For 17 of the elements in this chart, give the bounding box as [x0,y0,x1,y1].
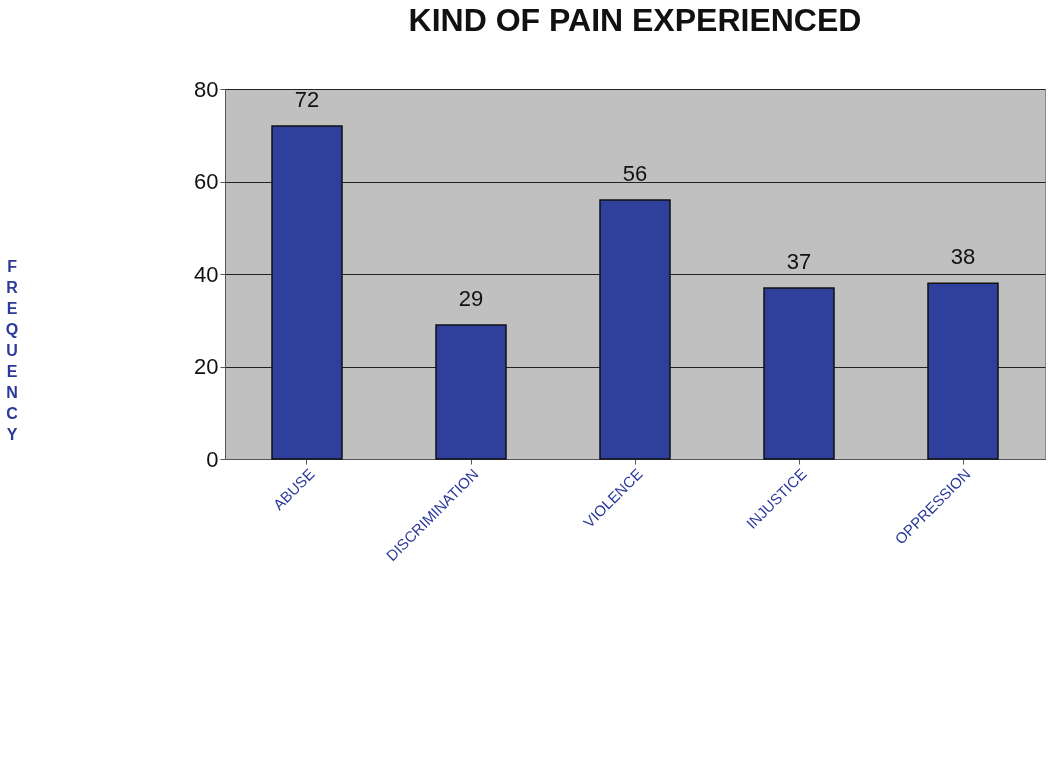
data-label: 38 [950,244,976,270]
bar [271,125,343,460]
y-tick-label: 0 [206,446,219,472]
y-tick-label: 40 [194,261,219,287]
y-tick-label: 60 [194,169,219,194]
data-label: 37 [786,248,812,274]
data-label: 72 [294,87,320,112]
chart-title: KIND OF PAIN EXPERIENCED [408,2,862,38]
bar [763,287,835,460]
text: FREQUENCY [5,257,19,443]
data-label: 29 [458,285,484,311]
data-label: 56 [622,161,648,186]
y-tick-label: 20 [194,354,219,379]
bar [599,199,671,460]
bar [927,282,999,460]
bar [435,324,507,460]
y-tick-label: 80 [194,76,219,102]
